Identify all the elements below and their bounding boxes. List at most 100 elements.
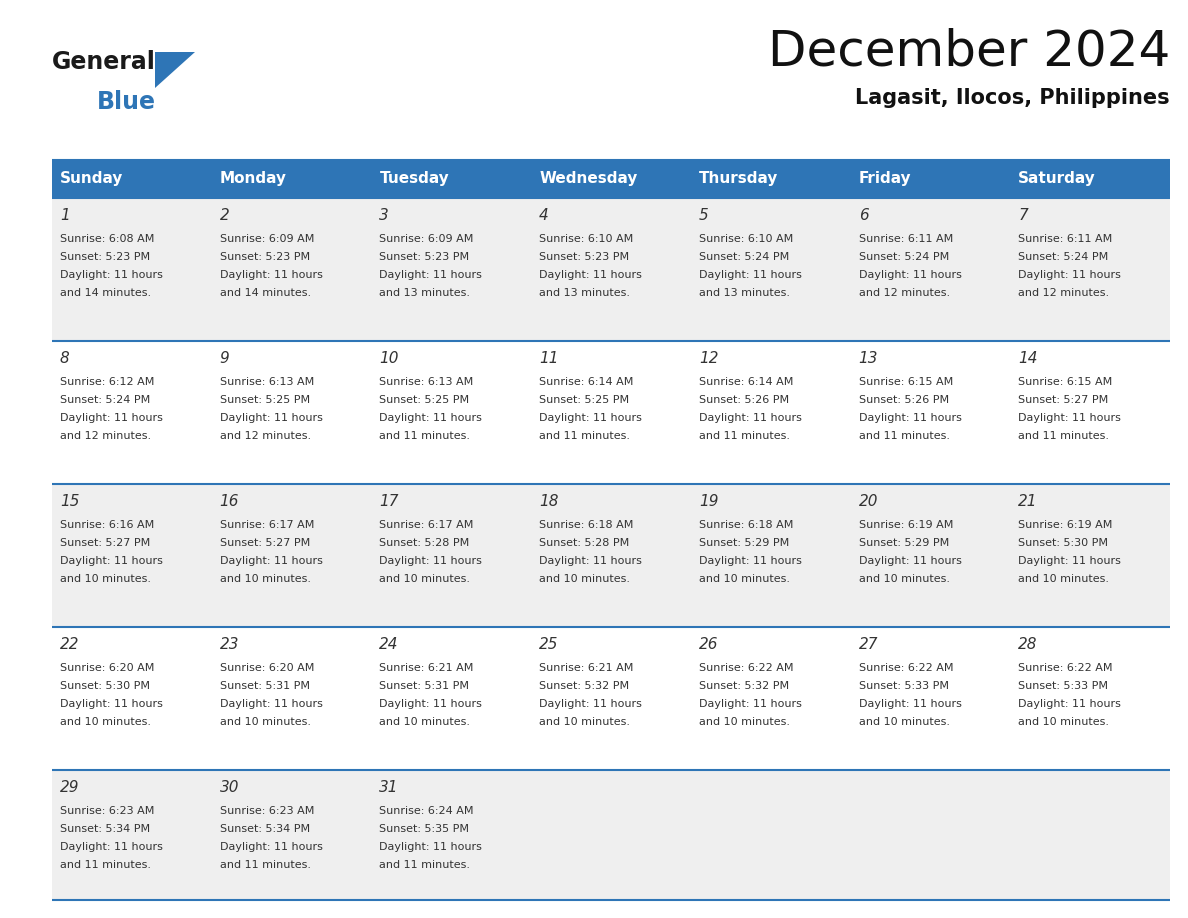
- Text: Sunset: 5:23 PM: Sunset: 5:23 PM: [220, 252, 310, 262]
- Text: Daylight: 11 hours: Daylight: 11 hours: [220, 270, 323, 280]
- Text: Sunset: 5:27 PM: Sunset: 5:27 PM: [59, 538, 150, 548]
- Text: Sunset: 5:32 PM: Sunset: 5:32 PM: [539, 681, 630, 691]
- Text: Daylight: 11 hours: Daylight: 11 hours: [379, 413, 482, 423]
- Bar: [52, 484, 1170, 627]
- Text: Daylight: 11 hours: Daylight: 11 hours: [539, 699, 642, 709]
- Text: 1: 1: [59, 208, 70, 223]
- Text: Daylight: 11 hours: Daylight: 11 hours: [1018, 413, 1121, 423]
- Text: Daylight: 11 hours: Daylight: 11 hours: [379, 842, 482, 852]
- Text: 14: 14: [1018, 351, 1038, 366]
- Text: Sunrise: 6:22 AM: Sunrise: 6:22 AM: [699, 663, 794, 673]
- Text: and 12 minutes.: and 12 minutes.: [59, 431, 151, 441]
- Text: Sunset: 5:29 PM: Sunset: 5:29 PM: [699, 538, 789, 548]
- Text: Sunset: 5:31 PM: Sunset: 5:31 PM: [220, 681, 310, 691]
- Text: Friday: Friday: [859, 172, 911, 186]
- Text: 7: 7: [1018, 208, 1028, 223]
- Text: 27: 27: [859, 637, 878, 652]
- Text: and 10 minutes.: and 10 minutes.: [859, 574, 949, 584]
- Text: Sunrise: 6:15 AM: Sunrise: 6:15 AM: [859, 377, 953, 387]
- Text: Sunset: 5:24 PM: Sunset: 5:24 PM: [1018, 252, 1108, 262]
- Text: Sunset: 5:29 PM: Sunset: 5:29 PM: [859, 538, 949, 548]
- Text: 12: 12: [699, 351, 719, 366]
- Text: Daylight: 11 hours: Daylight: 11 hours: [859, 699, 961, 709]
- Text: Sunrise: 6:11 AM: Sunrise: 6:11 AM: [859, 234, 953, 244]
- Text: Sunrise: 6:21 AM: Sunrise: 6:21 AM: [539, 663, 633, 673]
- Text: Daylight: 11 hours: Daylight: 11 hours: [859, 270, 961, 280]
- Text: Sunrise: 6:12 AM: Sunrise: 6:12 AM: [59, 377, 154, 387]
- Text: and 12 minutes.: and 12 minutes.: [220, 431, 311, 441]
- Text: Daylight: 11 hours: Daylight: 11 hours: [59, 270, 163, 280]
- Text: Sunrise: 6:15 AM: Sunrise: 6:15 AM: [1018, 377, 1112, 387]
- Bar: [52, 341, 1170, 484]
- Text: Daylight: 11 hours: Daylight: 11 hours: [699, 699, 802, 709]
- Text: 13: 13: [859, 351, 878, 366]
- Text: Daylight: 11 hours: Daylight: 11 hours: [699, 270, 802, 280]
- Text: Sunrise: 6:10 AM: Sunrise: 6:10 AM: [539, 234, 633, 244]
- Text: 16: 16: [220, 494, 239, 509]
- Text: Daylight: 11 hours: Daylight: 11 hours: [1018, 556, 1121, 566]
- Text: Sunrise: 6:20 AM: Sunrise: 6:20 AM: [220, 663, 314, 673]
- Text: 20: 20: [859, 494, 878, 509]
- Text: 22: 22: [59, 637, 80, 652]
- Text: 17: 17: [379, 494, 399, 509]
- Text: Daylight: 11 hours: Daylight: 11 hours: [379, 270, 482, 280]
- Text: and 10 minutes.: and 10 minutes.: [379, 574, 470, 584]
- Text: Sunset: 5:34 PM: Sunset: 5:34 PM: [59, 824, 150, 834]
- Text: Daylight: 11 hours: Daylight: 11 hours: [699, 556, 802, 566]
- Text: Blue: Blue: [97, 90, 156, 114]
- Text: and 12 minutes.: and 12 minutes.: [859, 288, 949, 298]
- Text: Sunrise: 6:09 AM: Sunrise: 6:09 AM: [220, 234, 314, 244]
- Text: Sunrise: 6:17 AM: Sunrise: 6:17 AM: [379, 520, 474, 530]
- Text: Daylight: 11 hours: Daylight: 11 hours: [539, 556, 642, 566]
- Text: 24: 24: [379, 637, 399, 652]
- Text: Daylight: 11 hours: Daylight: 11 hours: [539, 413, 642, 423]
- Text: and 10 minutes.: and 10 minutes.: [220, 574, 311, 584]
- Text: 4: 4: [539, 208, 549, 223]
- Text: Sunset: 5:27 PM: Sunset: 5:27 PM: [220, 538, 310, 548]
- Text: Sunrise: 6:18 AM: Sunrise: 6:18 AM: [539, 520, 633, 530]
- Text: Sunset: 5:31 PM: Sunset: 5:31 PM: [379, 681, 469, 691]
- Text: December 2024: December 2024: [767, 28, 1170, 76]
- Text: Sunrise: 6:13 AM: Sunrise: 6:13 AM: [220, 377, 314, 387]
- Text: and 11 minutes.: and 11 minutes.: [699, 431, 790, 441]
- Text: Sunrise: 6:09 AM: Sunrise: 6:09 AM: [379, 234, 474, 244]
- Text: and 11 minutes.: and 11 minutes.: [59, 860, 151, 870]
- Text: Monday: Monday: [220, 172, 286, 186]
- Text: Sunrise: 6:21 AM: Sunrise: 6:21 AM: [379, 663, 474, 673]
- Text: and 10 minutes.: and 10 minutes.: [539, 574, 630, 584]
- Text: Sunrise: 6:08 AM: Sunrise: 6:08 AM: [59, 234, 154, 244]
- Text: 3: 3: [379, 208, 390, 223]
- Text: Sunrise: 6:14 AM: Sunrise: 6:14 AM: [539, 377, 633, 387]
- Text: and 13 minutes.: and 13 minutes.: [379, 288, 470, 298]
- Text: and 10 minutes.: and 10 minutes.: [1018, 574, 1110, 584]
- Text: Sunrise: 6:18 AM: Sunrise: 6:18 AM: [699, 520, 794, 530]
- Text: Daylight: 11 hours: Daylight: 11 hours: [379, 556, 482, 566]
- Text: Sunrise: 6:22 AM: Sunrise: 6:22 AM: [1018, 663, 1113, 673]
- Text: and 11 minutes.: and 11 minutes.: [539, 431, 630, 441]
- Text: and 10 minutes.: and 10 minutes.: [220, 717, 311, 727]
- Bar: [52, 627, 1170, 770]
- Text: Daylight: 11 hours: Daylight: 11 hours: [220, 413, 323, 423]
- Text: Saturday: Saturday: [1018, 172, 1097, 186]
- Text: Sunrise: 6:11 AM: Sunrise: 6:11 AM: [1018, 234, 1112, 244]
- Text: Sunrise: 6:23 AM: Sunrise: 6:23 AM: [220, 806, 314, 816]
- Text: Tuesday: Tuesday: [379, 172, 449, 186]
- Text: Sunrise: 6:24 AM: Sunrise: 6:24 AM: [379, 806, 474, 816]
- Text: Daylight: 11 hours: Daylight: 11 hours: [220, 699, 323, 709]
- Text: and 11 minutes.: and 11 minutes.: [220, 860, 311, 870]
- Text: Sunrise: 6:19 AM: Sunrise: 6:19 AM: [1018, 520, 1113, 530]
- Text: and 10 minutes.: and 10 minutes.: [699, 717, 790, 727]
- Text: and 10 minutes.: and 10 minutes.: [379, 717, 470, 727]
- Text: 29: 29: [59, 780, 80, 795]
- Text: 23: 23: [220, 637, 239, 652]
- Text: 9: 9: [220, 351, 229, 366]
- Text: Daylight: 11 hours: Daylight: 11 hours: [1018, 270, 1121, 280]
- Text: Sunrise: 6:17 AM: Sunrise: 6:17 AM: [220, 520, 314, 530]
- Text: Sunset: 5:28 PM: Sunset: 5:28 PM: [539, 538, 630, 548]
- Text: and 10 minutes.: and 10 minutes.: [1018, 717, 1110, 727]
- Text: Sunset: 5:24 PM: Sunset: 5:24 PM: [699, 252, 789, 262]
- Text: 19: 19: [699, 494, 719, 509]
- Text: and 11 minutes.: and 11 minutes.: [859, 431, 949, 441]
- Text: Sunrise: 6:10 AM: Sunrise: 6:10 AM: [699, 234, 794, 244]
- Text: and 11 minutes.: and 11 minutes.: [379, 860, 470, 870]
